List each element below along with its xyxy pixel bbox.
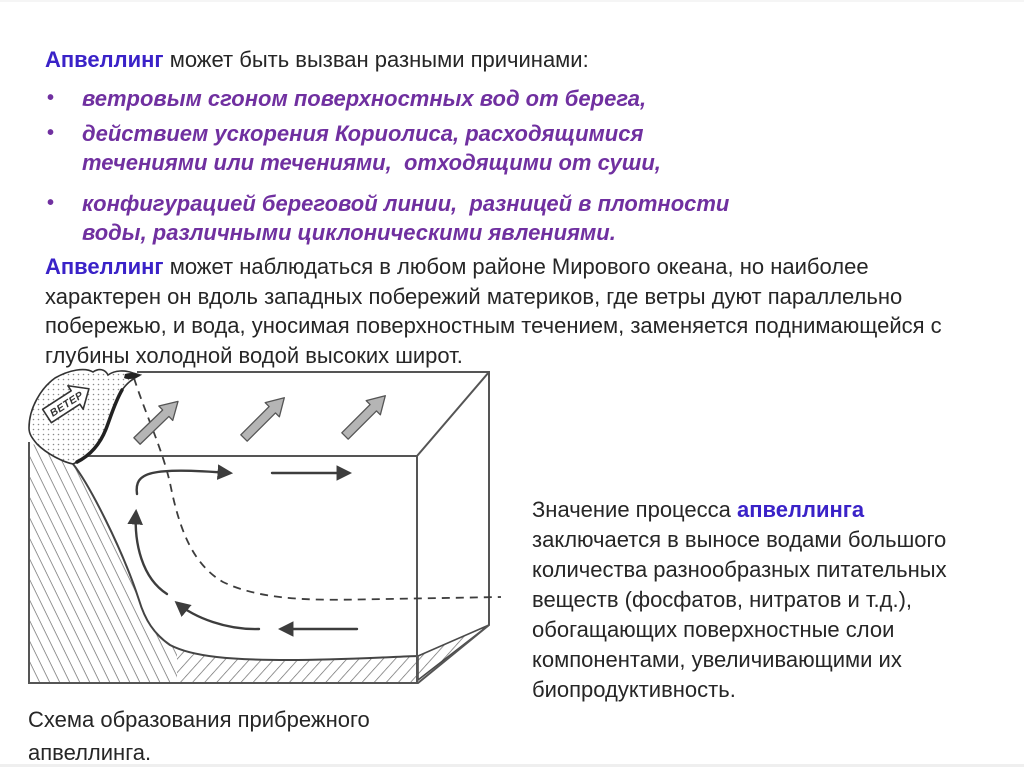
side-line: биопродуктивность. xyxy=(532,677,736,702)
paragraph-text: может наблюдаться в любом районе Мировог… xyxy=(45,254,942,368)
term-upwelling: апвеллинга xyxy=(737,497,865,522)
bullet-item-2: • действием ускорения Кориолиса, расходя… xyxy=(45,119,765,177)
intro-text: может быть вызван разными причинами: xyxy=(163,47,589,72)
term-upwelling: Апвеллинг xyxy=(45,254,164,279)
bullet-marker: • xyxy=(47,87,55,109)
bullet-item-1: • ветровым сгоном поверхностных вод от б… xyxy=(45,84,765,113)
land-mass: ВЕТЕР xyxy=(28,368,143,465)
water-box-outline xyxy=(28,371,490,684)
water-circulation-arrows xyxy=(127,464,359,637)
bullet-marker: • xyxy=(47,122,55,144)
side-text: Значение процесса апвеллинга заключается… xyxy=(532,495,1007,705)
upwelling-diagram: ВЕТЕР xyxy=(28,368,502,684)
side-line: Значение процесса апвеллинга xyxy=(532,495,1007,525)
side-line: обогащающих поверхностные слои xyxy=(532,617,895,642)
bullet-marker: • xyxy=(47,192,55,214)
side-line-text: Значение процесса xyxy=(532,497,737,522)
thermocline-dashed-line xyxy=(133,377,502,601)
side-line: компонентами, увеличивающими их xyxy=(532,647,902,672)
bullet-text: ветровым сгоном поверхностных вод от бер… xyxy=(82,86,647,111)
term-upwelling: Апвеллинг xyxy=(45,47,164,72)
side-line: веществ (фосфатов, нитратов и т.д.), xyxy=(532,587,913,612)
side-line: заключается в выносе водами большого xyxy=(532,527,947,552)
diagram-caption: Схема образования прибрежного апвеллинга… xyxy=(28,707,370,765)
surface-current-arrows xyxy=(133,395,386,445)
side-line: количества разнообразных питательных xyxy=(532,557,947,582)
main-paragraph: Апвеллинг может наблюдаться в любом райо… xyxy=(45,252,960,370)
bullet-item-3: • конфигурацией береговой линии, разнице… xyxy=(45,189,765,247)
bullet-text: действием ускорения Кориолиса, расходящи… xyxy=(82,121,661,175)
seafloor-hatching xyxy=(29,442,490,683)
bullet-text: конфигурацией береговой линии, разницей … xyxy=(82,191,736,245)
intro-line: Апвеллинг может быть вызван разными прич… xyxy=(45,46,995,74)
